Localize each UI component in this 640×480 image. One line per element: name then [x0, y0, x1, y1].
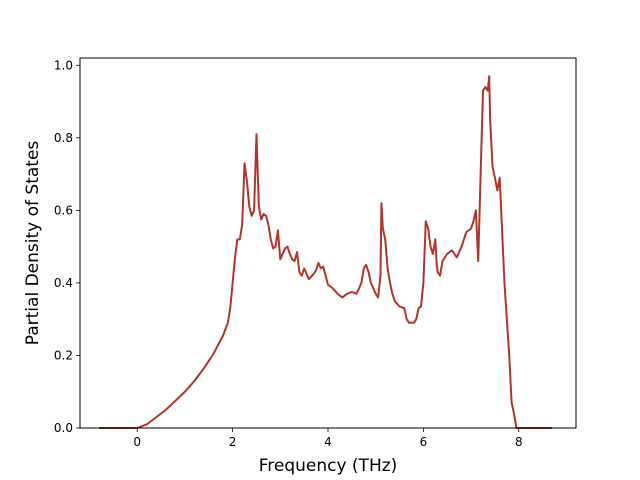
y-tick-label: 0.6 [54, 203, 73, 217]
series-line [99, 75, 553, 429]
x-tick-label: 0 [133, 435, 141, 449]
y-tick-label: 0.2 [54, 348, 73, 362]
x-tick-label: 6 [420, 435, 428, 449]
x-axis-label: Frequency (THz) [259, 456, 398, 476]
series-group [99, 75, 553, 429]
y-axis-label: Partial Density of States [23, 141, 43, 346]
x-tick-label: 8 [515, 435, 523, 449]
y-tick-label: 0.4 [54, 276, 73, 290]
x-tick-label: 2 [229, 435, 237, 449]
y-tick-label: 0.0 [54, 421, 73, 435]
y-tick-label: 0.8 [54, 131, 73, 145]
y-tick-label: 1.0 [54, 58, 73, 72]
plot-frame [79, 57, 577, 429]
plot-area [80, 58, 576, 428]
axis-ticks: 0 2 4 6 8 0.0 0.2 0.4 0.6 0.8 1.0 [54, 58, 523, 449]
x-tick-label: 4 [324, 435, 332, 449]
